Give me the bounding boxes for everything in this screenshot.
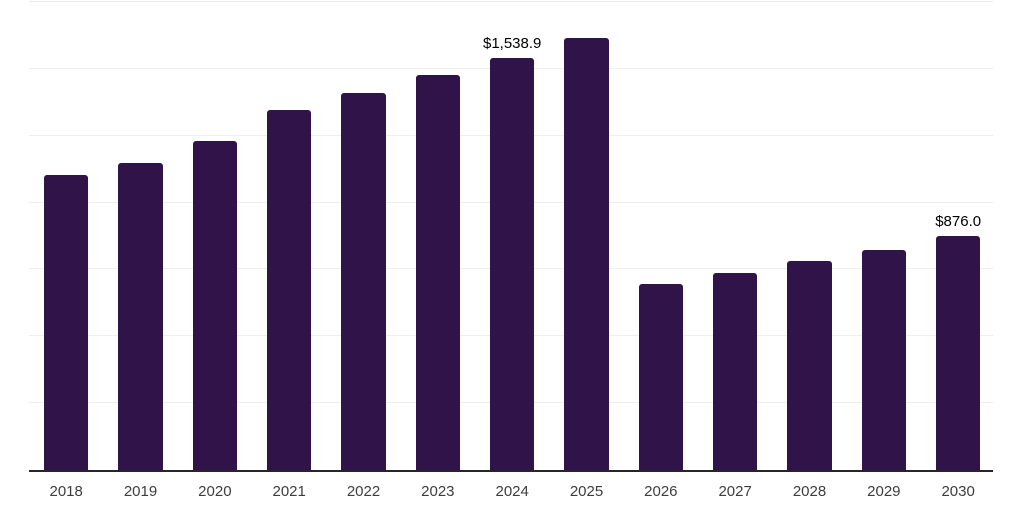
bar-2020 bbox=[192, 140, 238, 470]
x-tick-2024: 2024 bbox=[495, 483, 529, 500]
bar-2019 bbox=[118, 162, 163, 470]
x-tick-2021: 2021 bbox=[272, 483, 306, 500]
value-label-2030: $876.0 bbox=[935, 212, 982, 230]
bar-2022 bbox=[341, 93, 386, 470]
x-tick-2026: 2026 bbox=[644, 483, 678, 500]
bar-2018 bbox=[44, 175, 89, 470]
x-tick-2025: 2025 bbox=[569, 483, 604, 500]
x-tick-2020: 2020 bbox=[198, 483, 232, 500]
x-tick-2018: 2018 bbox=[49, 483, 83, 500]
x-tick-2019: 2019 bbox=[123, 483, 158, 500]
x-tick-2027: 2027 bbox=[718, 483, 752, 500]
bar-2030 bbox=[935, 235, 981, 470]
value-label-2024: $1,538.9 bbox=[482, 35, 542, 53]
bar-2028 bbox=[787, 261, 832, 470]
x-tick-2029: 2029 bbox=[867, 483, 901, 500]
bar-2029 bbox=[861, 249, 907, 470]
x-tick-2028: 2028 bbox=[792, 483, 827, 500]
bar-2024 bbox=[489, 58, 535, 470]
bar-2023 bbox=[415, 75, 461, 470]
bar-2025 bbox=[564, 37, 609, 470]
x-axis-labels: 2018 2019 2020 2021 2022 2023 2024 2025 2026 2027… bbox=[29, 484, 993, 504]
x-axis-line bbox=[29, 470, 993, 472]
x-tick-2022: 2022 bbox=[346, 483, 381, 500]
x-tick-2030: 2030 bbox=[941, 483, 975, 500]
plot-area: $1,538.9 $876.0 bbox=[29, 1, 993, 472]
x-tick-2023: 2023 bbox=[421, 483, 455, 500]
bar-2026 bbox=[638, 283, 684, 470]
bar-2021 bbox=[266, 110, 312, 470]
bar-2027 bbox=[712, 272, 758, 470]
gridline-1750 bbox=[29, 1, 993, 2]
